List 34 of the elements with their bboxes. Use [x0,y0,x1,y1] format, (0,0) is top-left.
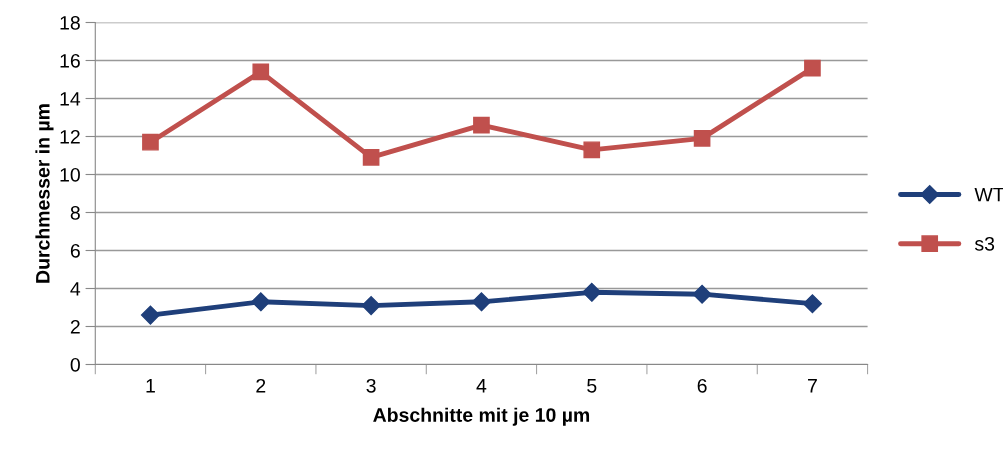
point [251,292,271,312]
y-tick-label: 6 [70,243,80,258]
point [473,116,490,134]
point [693,130,711,147]
x-tick-label: 2 [256,378,266,393]
y-tick-label: 12 [60,129,80,144]
point [362,149,380,166]
point [804,59,821,77]
point [142,133,159,151]
y-tick-label: 8 [70,205,80,220]
point [583,141,601,159]
y-tick-label: 18 [60,15,80,30]
x-tick-label: 1 [146,379,155,393]
x-tick-label: 6 [697,378,707,393]
point [252,63,270,81]
y-tick-label: 10 [60,167,80,182]
x-tick-label: 3 [366,378,376,393]
x-tick-label: 4 [476,379,487,393]
point [582,282,602,302]
point [140,305,160,325]
y-tick-label: 14 [60,92,81,106]
y-tick-label: 4 [70,282,81,296]
y-axis-title: Durchmesser in µm [35,104,54,283]
point [802,294,822,314]
point [471,292,491,312]
point [692,284,712,304]
point [361,296,381,316]
y-tick-label: 16 [60,53,80,68]
x-axis-title: Abschnitte mit je 10 µm [373,407,590,426]
y-tick-label: 0 [70,357,80,372]
y-tick-label: 2 [70,319,80,334]
legend-label: s3 [974,236,995,251]
x-tick-label: 5 [587,379,597,393]
x-tick-label: 7 [808,379,817,393]
